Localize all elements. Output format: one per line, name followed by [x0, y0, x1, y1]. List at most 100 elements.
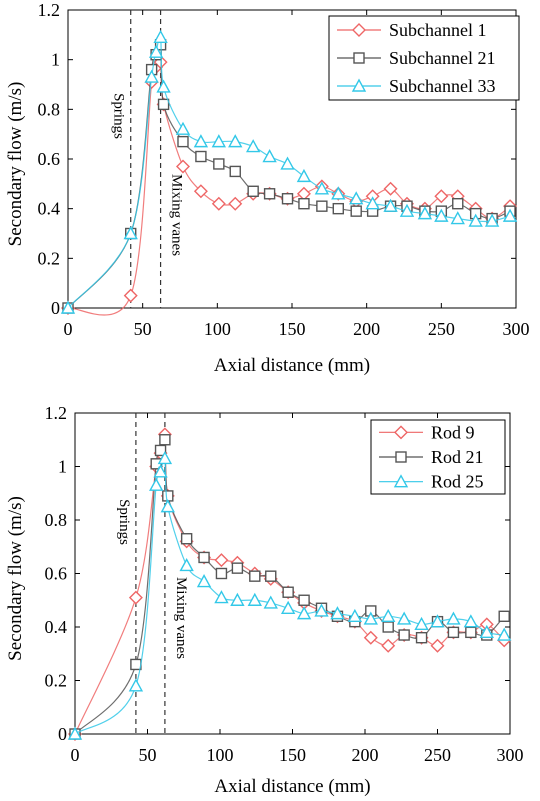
data-point [396, 611, 412, 625]
data-point [263, 595, 278, 609]
data-point [128, 590, 143, 605]
data-point [198, 551, 210, 564]
data-point [415, 632, 428, 644]
data-point [193, 134, 209, 148]
data-point [417, 206, 433, 220]
legend-marker [395, 451, 407, 463]
x-tick-label: 250 [424, 745, 451, 765]
x-axis-title: Axial distance (mm) [214, 355, 370, 376]
data-point [381, 608, 396, 622]
x-tick-label: 100 [204, 319, 231, 339]
y-tick-label: 1.2 [38, 0, 61, 20]
data-point [211, 196, 226, 211]
y-tick-label: 0 [58, 724, 67, 744]
legend-marker [393, 474, 409, 488]
data-point [157, 98, 170, 111]
data-point [446, 611, 461, 625]
data-point [398, 629, 410, 641]
data-point [149, 477, 164, 491]
data-point [363, 611, 378, 625]
legend-label: Rod 9 [431, 422, 475, 442]
data-point [383, 181, 398, 196]
data-point [281, 193, 294, 205]
data-point [463, 614, 479, 628]
data-point [214, 590, 229, 604]
data-point [280, 600, 296, 614]
data-point [247, 592, 262, 606]
data-point [332, 202, 344, 215]
x-tick-label: 0 [71, 745, 80, 765]
data-point [450, 211, 465, 225]
legend-label: Subchannel 21 [389, 48, 495, 68]
legend-label: Subchannel 1 [389, 20, 486, 40]
data-point [316, 200, 328, 212]
data-point [447, 626, 460, 639]
series-subchannel-33 [60, 29, 518, 314]
data-point [479, 624, 494, 639]
data-point [148, 44, 164, 58]
data-point [381, 638, 396, 653]
y-tick-label: 0.8 [45, 510, 68, 530]
y-tick-label: 0 [51, 298, 60, 318]
data-point [123, 288, 138, 303]
x-tick-label: 200 [352, 745, 379, 765]
data-point [144, 69, 159, 83]
data-point [262, 149, 277, 163]
data-point [228, 134, 243, 148]
x-tick-label: 300 [497, 745, 524, 765]
y-axis-title: Secondary flow (m/s) [5, 82, 26, 247]
data-point [330, 606, 345, 620]
mixing-vanes-label: Mixing vanes [173, 577, 189, 659]
y-tick-label: 0.2 [45, 671, 68, 691]
data-point [430, 614, 445, 628]
y-tick-label: 1 [51, 50, 60, 70]
springs-label: Springs [116, 499, 132, 545]
x-tick-label: 0 [64, 319, 73, 339]
data-point [296, 606, 312, 620]
data-point [468, 213, 483, 227]
data-point [280, 156, 295, 170]
data-point [465, 626, 477, 639]
x-tick-label: 150 [279, 319, 306, 339]
data-point [179, 558, 194, 572]
data-point [213, 158, 225, 170]
legend: Rod 9 Rod 21 Rod 25 [370, 419, 506, 495]
data-point [296, 186, 311, 201]
y-tick-label: 1.2 [45, 403, 68, 423]
legend: Subchannel 1 Subchannel 21 Subchannel 33 [328, 15, 520, 101]
data-point [414, 616, 429, 631]
data-point [298, 197, 310, 210]
data-point [193, 184, 208, 199]
data-point [231, 562, 244, 574]
data-point [383, 198, 398, 212]
data-point [452, 197, 464, 210]
x-axis-title: Axial distance (mm) [214, 776, 370, 797]
data-point [484, 213, 500, 227]
data-point [153, 464, 168, 478]
data-point [249, 570, 261, 582]
y-tick-label: 0.6 [38, 149, 61, 169]
data-point [247, 185, 259, 197]
legend-marker [353, 52, 365, 64]
legend-label: Rod 21 [431, 447, 484, 467]
x-tick-label: 150 [279, 745, 306, 765]
data-point [160, 499, 175, 513]
x-tick-label: 300 [503, 319, 530, 339]
y-tick-label: 1 [58, 457, 67, 477]
y-tick-label: 0.4 [38, 199, 61, 219]
data-point [180, 533, 193, 545]
data-point [229, 165, 241, 178]
data-point [228, 196, 243, 211]
data-point [177, 135, 189, 148]
data-point [130, 658, 142, 671]
data-point [176, 159, 190, 174]
data-point [175, 121, 191, 135]
data-point [211, 134, 227, 148]
data-point [123, 226, 138, 240]
data-point [263, 188, 276, 200]
data-point [314, 181, 330, 195]
y-tick-label: 0.2 [38, 248, 61, 268]
x-tick-label: 50 [134, 319, 152, 339]
y-tick-label: 0.8 [38, 99, 61, 119]
